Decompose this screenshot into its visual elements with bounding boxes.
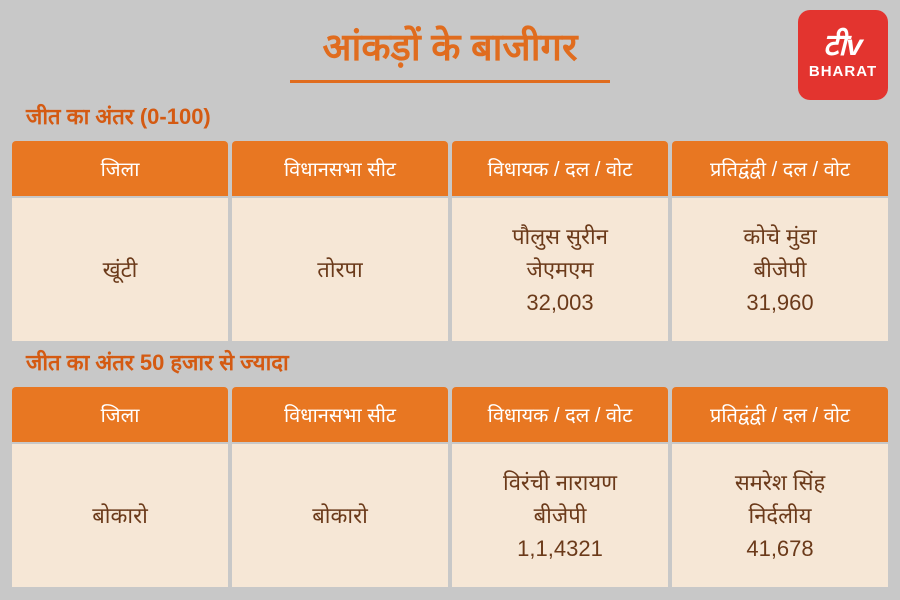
logo-text: BHARAT [809,63,877,80]
section-label: जीत का अंतर 50 हजार से ज्यादा [0,341,900,387]
rival-party: निर्दलीय [749,499,812,532]
table-row: खूंटी तोरपा पौलुस सुरीन जेएमएम 32,003 को… [12,198,888,341]
col-rival: प्रतिद्वंद्वी / दल / वोट [672,387,888,442]
col-district: जिला [12,387,228,442]
col-seat: विधानसभा सीट [232,387,448,442]
col-winner: विधायक / दल / वोट [452,387,668,442]
col-seat: विधानसभा सीट [232,141,448,196]
rival-name: समरेश सिंह [735,466,825,499]
cell-winner: विरंची नारायण बीजेपी 1,1,4321 [452,444,668,587]
winner-party: बीजेपी [534,499,587,532]
title-underline [290,80,610,83]
section-label: जीत का अंतर (0-100) [0,95,900,141]
rival-name: कोचे मुंडा [743,220,816,253]
cell-district: बोकारो [12,444,228,587]
table: जिला विधानसभा सीट विधायक / दल / वोट प्रत… [0,141,900,341]
rival-votes: 31,960 [746,286,813,319]
cell-winner: पौलुस सुरीन जेएमएम 32,003 [452,198,668,341]
winner-name: पौलुस सुरीन [512,220,608,253]
rival-votes: 41,678 [746,532,813,565]
col-district: जिला [12,141,228,196]
table-row: बोकारो बोकारो विरंची नारायण बीजेपी 1,1,4… [12,444,888,587]
rival-party: बीजेपी [754,253,807,286]
table-header-row: जिला विधानसभा सीट विधायक / दल / वोट प्रत… [12,387,888,442]
cell-seat: तोरपा [232,198,448,341]
winner-votes: 1,1,4321 [517,532,603,565]
cell-rival: कोचे मुंडा बीजेपी 31,960 [672,198,888,341]
winner-party: जेएमएम [527,253,594,286]
cell-rival: समरेश सिंह निर्दलीय 41,678 [672,444,888,587]
table: जिला विधानसभा सीट विधायक / दल / वोट प्रत… [0,387,900,587]
table-header-row: जिला विधानसभा सीट विधायक / दल / वोट प्रत… [12,141,888,196]
winner-name: विरंची नारायण [503,466,617,499]
channel-logo: टीv BHARAT [798,10,888,100]
logo-icon: टीv [823,31,863,61]
col-winner: विधायक / दल / वोट [452,141,668,196]
cell-seat: बोकारो [232,444,448,587]
page-title: आंकड़ों के बाजीगर [0,0,900,80]
winner-votes: 32,003 [526,286,593,319]
col-rival: प्रतिद्वंद्वी / दल / वोट [672,141,888,196]
cell-district: खूंटी [12,198,228,341]
